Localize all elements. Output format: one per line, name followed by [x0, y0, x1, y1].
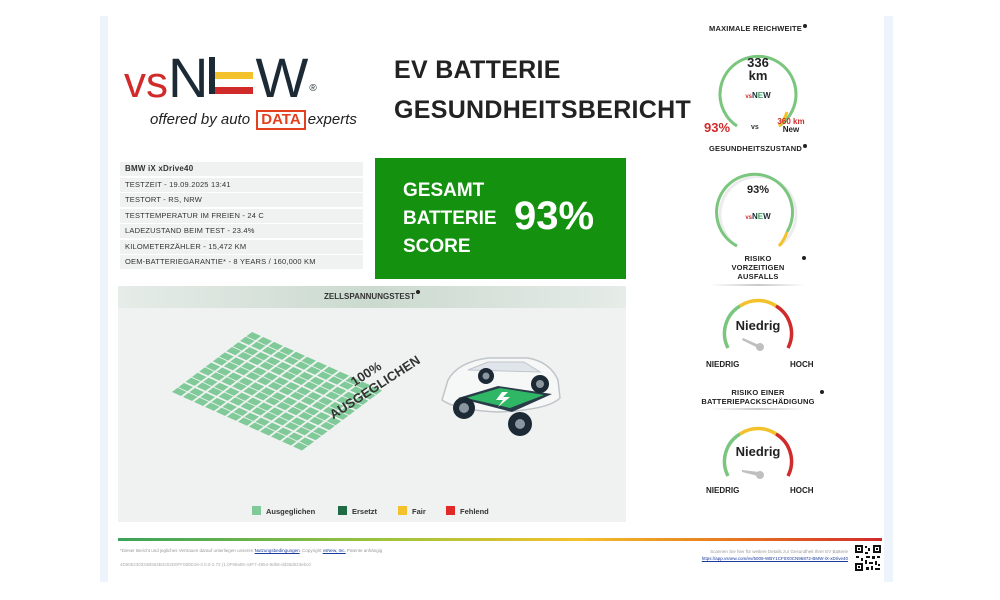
risk-pack-damage-high: HOCH [790, 486, 814, 495]
page-edge-left [100, 16, 110, 582]
range-gauge-logo: vsNEW [745, 91, 771, 100]
info-dot-icon[interactable] [802, 256, 806, 260]
footer-disclaimer: *Dieser Bericht und jegliches Vertrauen … [120, 548, 383, 553]
report-sheet: vsN W® offered by auto DATA experts EV BAT… [108, 16, 884, 582]
cell-test-title: ZELLSPANNUNGSTEST [118, 286, 626, 308]
legend-replaced: Ersetzt [338, 506, 377, 516]
cell-grid [172, 312, 382, 451]
legend-swatch [252, 506, 261, 515]
cell-legend: Ausgeglichen Ersetzt Fair Fehlend [118, 504, 626, 518]
legend-fair: Fair [398, 506, 426, 516]
range-percent: 93% [704, 120, 731, 135]
legend-balanced: Ausgeglichen [252, 506, 315, 516]
info-dot-icon[interactable] [820, 390, 824, 394]
score-label: GESAMT BATTERIE SCORE [403, 180, 497, 257]
health-gauge-logo: vsNEW [745, 212, 771, 221]
range-gauge [718, 54, 798, 128]
page-edge-right [881, 16, 893, 582]
health-title: GESUNDHEITSZUSTAND [693, 144, 823, 153]
car-battery-illustration [441, 357, 561, 436]
score-value: 93% [514, 194, 595, 238]
risk-early-failure-value: Niedrig [735, 318, 781, 333]
footer-scan-note: Scannen Sie hier für weitere Details zur… [701, 549, 848, 561]
info-row-test-time: TESTZEIT - 19.09.2025 13:41 [120, 177, 363, 192]
qr-code-icon[interactable] [854, 544, 882, 572]
logo-tagline: offered by auto DATA experts [150, 110, 357, 130]
legend-swatch [446, 506, 455, 515]
terms-link[interactable]: Nutzungsbedingungen [254, 548, 300, 553]
info-dot-icon[interactable] [803, 144, 808, 148]
risk-pack-damage-value: Niedrig [735, 444, 781, 459]
cell-voltage-test-panel: ZELLSPANNUNGSTEST 100% AUSGEGLICHEN Ausg… [118, 286, 626, 522]
vsnew-logo: vsN W® offered by auto DATA experts [124, 46, 357, 130]
info-dot-icon[interactable] [415, 290, 420, 294]
report-title: EV BATTERIE GESUNDHEITSBERICHT [394, 56, 692, 124]
legend-missing: Fehlend [446, 506, 489, 516]
overall-battery-score: GESAMT BATTERIE SCORE 93% [375, 158, 626, 279]
range-title: MAXIMALE REICHWEITE [693, 24, 823, 33]
info-dot-icon[interactable] [802, 24, 807, 28]
legend-swatch [398, 506, 407, 515]
risk-early-failure-high: HOCH [790, 360, 814, 369]
info-row-odometer: KILOMETERZÄHLER - 15,472 KM [120, 239, 363, 254]
info-row-test-location: TESTORT - RS, NRW [120, 193, 363, 207]
footer-gradient-bar [118, 538, 882, 541]
risk-early-failure-gauge [722, 298, 794, 351]
vehicle-model: BMW iX xDrive40 [120, 162, 363, 176]
report-link[interactable]: https://app.vsnew.com/ev/5009-WBY1CF0X0C… [701, 556, 848, 561]
info-row-temperature: TESTTEMPERATUR IM FREIEN - 24 C [120, 208, 363, 223]
range-vs: vs [751, 124, 759, 131]
risk-pack-damage-gauge [722, 426, 794, 479]
company-link[interactable]: vsNew, Inc. [322, 548, 346, 553]
vehicle-info-table: BMW iX xDrive40 TESTZEIT - 19.09.2025 13… [120, 162, 363, 271]
risk-pack-damage-low: NIEDRIG [706, 486, 740, 495]
risk-early-failure-title: RISIKO VORZEITIGEN AUSFALLS [731, 254, 785, 281]
legend-swatch [338, 506, 347, 515]
range-value: 336 km [747, 55, 769, 83]
info-row-warranty: OEM-BATTERIEGARANTIE* - 8 YEARS / 160,00… [120, 255, 363, 269]
logo-e-mark [209, 53, 255, 99]
health-value: 93% [746, 184, 770, 196]
risk-early-failure-low: NIEDRIG [706, 360, 740, 369]
report-id: 4D605230334B554B4202D0FF080D18-3.0.0-2.7… [120, 562, 311, 567]
risk-pack-damage-title: RISIKO EINER BATTERIEPACKSCHÄDIGUNG [701, 388, 815, 406]
range-new: 360 km New [777, 117, 805, 134]
health-gauge [715, 172, 798, 248]
info-row-state-of-charge: LADEZUSTAND BEIM TEST - 23.4% [120, 224, 363, 238]
